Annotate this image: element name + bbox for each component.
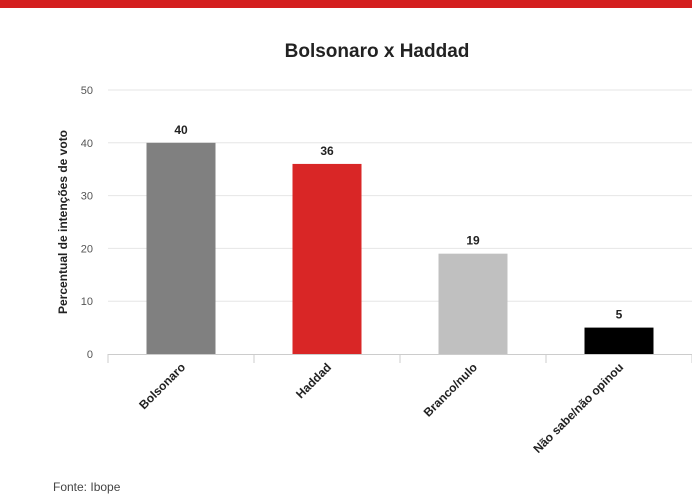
bar-branco-nulo <box>438 253 508 354</box>
source-note: Fonte: Ibope <box>53 480 121 494</box>
chart-title: Bolsonaro x Haddad <box>285 41 470 62</box>
x-tick-label: Não sabe/não opinou <box>530 360 626 456</box>
y-tick-label: 30 <box>81 191 93 203</box>
y-tick-label: 50 <box>81 85 93 97</box>
bar-bolsonaro <box>146 142 216 354</box>
bars <box>146 142 654 354</box>
x-tick-label: Branco/nulo <box>421 360 480 419</box>
data-label: 5 <box>616 308 623 322</box>
y-axis-label: Percentual de intenções de voto <box>56 130 70 314</box>
y-tick-label: 0 <box>87 349 93 361</box>
data-label: 40 <box>174 123 188 137</box>
x-tick-label: Bolsonaro <box>136 360 188 412</box>
bar-haddad <box>292 163 362 354</box>
top-accent-bar <box>0 0 692 8</box>
data-label: 19 <box>466 234 480 248</box>
bar-n-o-sabe-n-o-opinou <box>584 327 654 354</box>
bar-chart: Bolsonaro x Haddad Percentual de intençõ… <box>56 41 692 456</box>
x-tick-label: Haddad <box>293 360 334 401</box>
data-label: 36 <box>320 144 334 158</box>
y-tick-label: 20 <box>81 243 93 255</box>
y-tick-label: 10 <box>81 296 93 308</box>
y-tick-label: 40 <box>81 138 93 150</box>
